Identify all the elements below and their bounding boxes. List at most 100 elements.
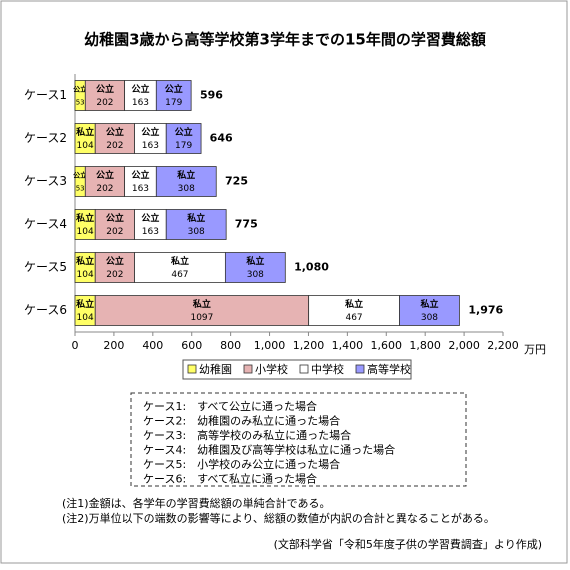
segment-kind: 公立 (73, 171, 87, 180)
segment-value: 1097 (190, 313, 213, 323)
case-box (130, 392, 467, 487)
segment-kind: 私立 (75, 255, 94, 267)
bar-segment (399, 295, 460, 326)
segment-kind: 公立 (106, 255, 124, 267)
segment-value: 202 (106, 270, 123, 280)
x-tick-label: 0 (72, 339, 79, 352)
legend-box (182, 359, 412, 380)
segment-kind: 公立 (175, 126, 193, 138)
segment-value: 104 (77, 313, 94, 323)
y-tick-label: ケース3 (24, 174, 67, 188)
segment-value: 163 (142, 227, 159, 237)
note: (注2)万単位以下の端数の影響等により、総額の数値が内訳の合計と異なることがある… (62, 511, 495, 525)
x-tick-label: 1,400 (332, 339, 364, 352)
segment-value: 53 (76, 185, 85, 193)
segment-value: 308 (247, 270, 264, 280)
legend-swatch (299, 364, 309, 374)
segment-kind: 私立 (245, 255, 264, 267)
segment-kind: 私立 (186, 212, 205, 224)
x-tick-label: 800 (220, 339, 241, 352)
x-tick-label: 400 (142, 339, 163, 352)
segment-value: 163 (132, 98, 149, 108)
case-description: ケース6: すべて私立に通った場合 (143, 472, 317, 486)
segment-kind: 私立 (75, 126, 94, 138)
segment-kind: 公立 (141, 126, 159, 138)
segment-value: 179 (175, 141, 192, 151)
legend-label: 幼稚園 (199, 363, 232, 376)
total-label: 596 (200, 89, 223, 102)
x-tick-label: 2,000 (448, 339, 480, 352)
segment-kind: 公立 (131, 83, 149, 95)
legend-label: 高等学校 (367, 362, 411, 376)
x-unit: 万円 (524, 343, 546, 356)
y-tick-label: ケース6 (24, 303, 67, 317)
segment-value: 308 (188, 227, 205, 237)
total-label: 725 (225, 175, 248, 188)
x-tick-label: 1,000 (254, 339, 286, 352)
segment-value: 467 (345, 313, 362, 323)
segment-value: 308 (178, 184, 195, 194)
source: (文部科学省「令和5年度子供の学習費調査」より作成) (274, 537, 542, 551)
bar-segment (165, 209, 227, 240)
segment-kind: 公立 (106, 212, 124, 224)
total-label: 1,976 (468, 304, 503, 317)
segment-kind: 公立 (141, 212, 159, 224)
bar-segment (134, 252, 226, 283)
segment-kind: 公立 (73, 85, 87, 94)
segment-kind: 私立 (75, 298, 94, 310)
y-tick-label: ケース5 (24, 260, 67, 274)
bar-segment (155, 80, 192, 111)
segment-value: 179 (165, 98, 182, 108)
legend-label: 中学校 (311, 362, 344, 376)
case-description: ケース4: 幼稚園及び高等学校は私立に通った場合 (143, 443, 395, 457)
x-tick-label: 600 (181, 339, 202, 352)
segment-value: 202 (106, 141, 123, 151)
bar-segment (134, 123, 167, 154)
segment-value: 53 (76, 99, 85, 107)
segment-value: 104 (77, 141, 94, 151)
segment-kind: 私立 (344, 298, 363, 310)
case-description: ケース3: 高等学校のみ私立に通った場合 (143, 428, 351, 442)
segment-kind: 私立 (170, 255, 189, 267)
bar-segment (94, 209, 135, 240)
segment-kind: 公立 (96, 169, 114, 181)
bar-segment (124, 166, 157, 197)
bar-segment (94, 123, 135, 154)
segment-value: 202 (106, 227, 123, 237)
note: (注1)金額は、各学年の学習費総額の単純合計である。 (62, 496, 330, 510)
segment-value: 104 (77, 227, 94, 237)
segment-value: 202 (96, 184, 113, 194)
total-label: 775 (235, 218, 258, 231)
segment-value: 104 (77, 270, 94, 280)
segment-value: 467 (171, 270, 188, 280)
bar-segment (134, 209, 167, 240)
bar-segment (84, 166, 126, 197)
segment-kind: 私立 (75, 212, 94, 224)
segment-kind: 公立 (131, 169, 149, 181)
legend-swatch (355, 364, 365, 374)
bar-segment (165, 123, 202, 154)
total-label: 646 (210, 132, 233, 145)
x-tick-label: 1,800 (409, 339, 441, 352)
case-description: ケース5: 小学校のみ公立に通った場合 (143, 457, 340, 471)
segment-value: 163 (132, 184, 149, 194)
segment-kind: 公立 (165, 83, 183, 95)
legend-label: 小学校 (255, 362, 288, 376)
x-tick-label: 200 (103, 339, 124, 352)
case-description: ケース1: すべて公立に通った場合 (143, 399, 317, 413)
segment-kind: 公立 (106, 126, 124, 138)
segment-value: 308 (421, 313, 438, 323)
total-label: 1,080 (294, 261, 329, 274)
y-tick-label: ケース1 (24, 88, 67, 102)
segment-value: 202 (96, 98, 113, 108)
bar-segment (308, 295, 400, 326)
x-tick-label: 2,200 (487, 339, 519, 352)
x-tick-label: 1,200 (293, 339, 325, 352)
chart-title: 幼稚園3歳から高等学校第3学年までの15年間の学習費総額 (84, 31, 486, 49)
legend-swatch (187, 364, 197, 374)
x-tick-label: 1,600 (371, 339, 403, 352)
segment-kind: 私立 (419, 298, 438, 310)
y-tick-label: ケース2 (24, 131, 67, 145)
bar-segment (224, 252, 286, 283)
